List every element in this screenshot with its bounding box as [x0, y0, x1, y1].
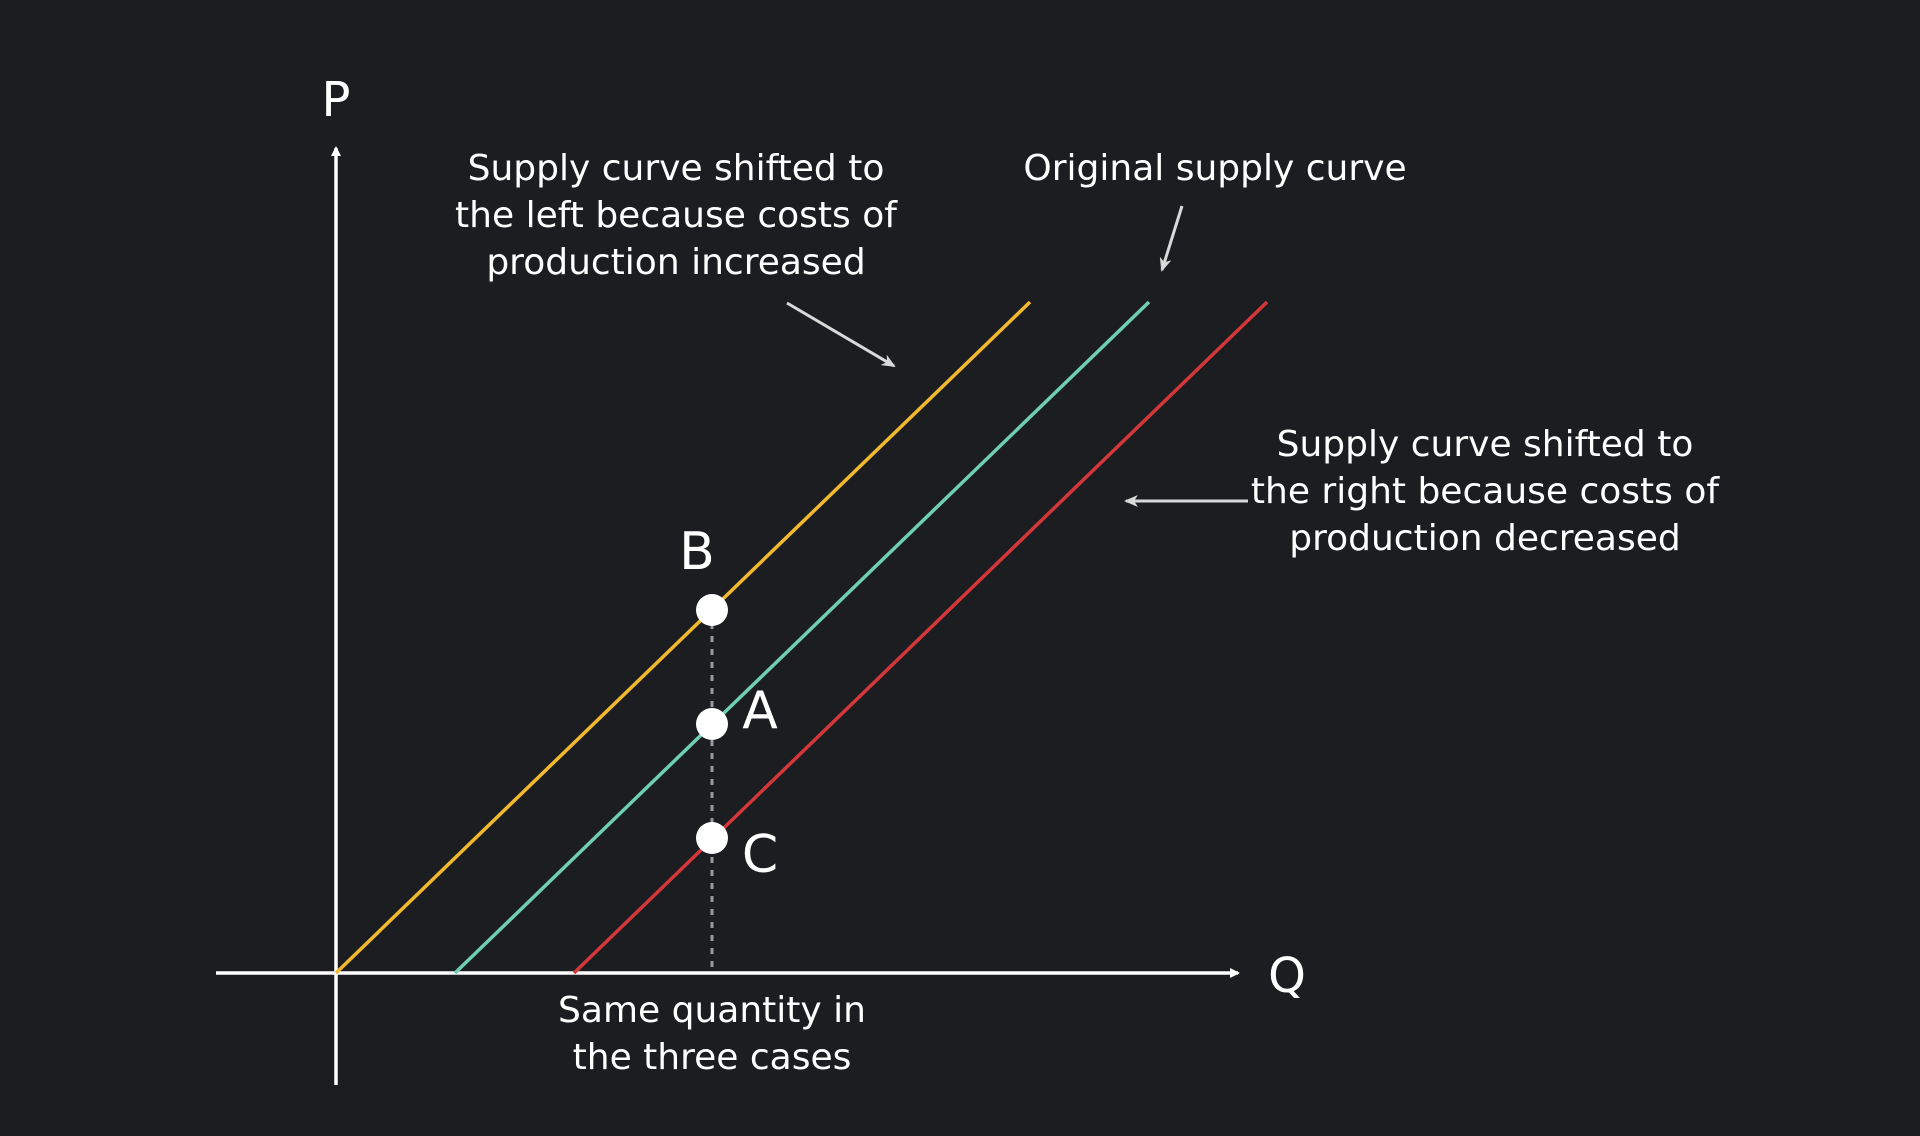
point-b-marker: [696, 594, 728, 626]
point-a-marker: [696, 708, 728, 740]
point-c-marker: [696, 822, 728, 854]
point-b-label: B: [671, 526, 723, 578]
right-shift-annotation-line-3: production decreased: [1246, 515, 1724, 562]
y-axis-label: P: [314, 76, 358, 124]
left-shift-annotation-line-2: the left because costs of: [436, 192, 916, 239]
x-axis-label: Q: [1262, 952, 1312, 1000]
same-quantity-annotation-line-2: the three cases: [532, 1034, 892, 1081]
right-shift-annotation-line-1: Supply curve shifted to: [1246, 421, 1724, 468]
same-quantity-annotation-line-1: Same quantity in: [532, 987, 892, 1034]
point-a-label: A: [734, 685, 786, 737]
right-shift-annotation: Supply curve shifted to the right becaus…: [1246, 421, 1724, 562]
left-shift-annotation-line-3: production increased: [436, 239, 916, 286]
original-curve-annotation: Original supply curve: [990, 145, 1440, 192]
left-shift-annotation: Supply curve shifted to the left because…: [436, 145, 916, 286]
original-curve-pointer-arrow: [1162, 206, 1182, 270]
supply-curve-right-shift: [574, 302, 1267, 973]
original-curve-annotation-line-1: Original supply curve: [990, 145, 1440, 192]
point-c-label: C: [734, 829, 786, 881]
left-shift-pointer-arrow: [787, 303, 894, 366]
supply-curve-left-shift: [336, 302, 1030, 973]
right-shift-annotation-line-2: the right because costs of: [1246, 468, 1724, 515]
same-quantity-annotation: Same quantity in the three cases: [532, 987, 892, 1081]
left-shift-annotation-line-1: Supply curve shifted to: [436, 145, 916, 192]
supply-curve-original: [455, 302, 1149, 973]
